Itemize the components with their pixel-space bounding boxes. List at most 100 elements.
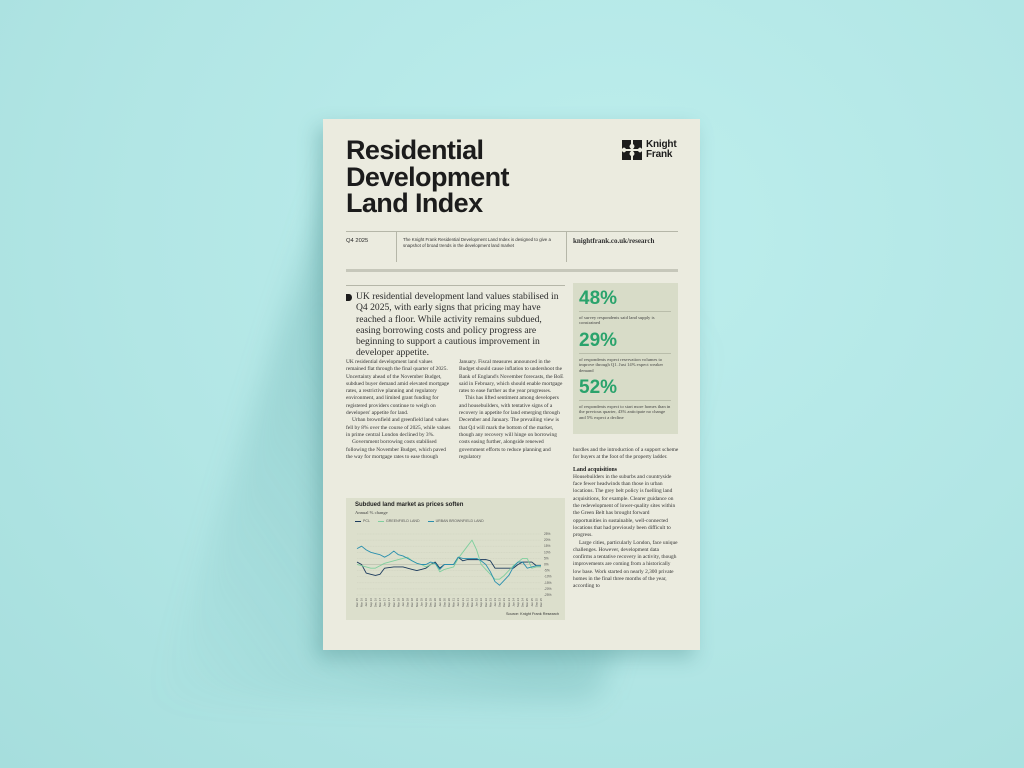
body-column-2: January. Fiscal measures announced in th… (459, 359, 566, 461)
x-tick-label: Sep 20 (442, 598, 446, 608)
index-description: The Knight Frank Residential Development… (403, 237, 551, 248)
paragraph: This has lifted sentiment among develope… (459, 395, 560, 460)
stats-panel: 48% of survey respondents said land supp… (573, 283, 678, 434)
y-tick-label: -15% (544, 581, 552, 585)
legend-item: URBAN BROWNFIELD LAND (427, 519, 484, 523)
research-url[interactable]: knightfrank.co.uk/research (573, 237, 655, 245)
x-tick-label: Sep 18 (406, 598, 410, 608)
x-tick-label: Dec 15 (355, 598, 359, 608)
x-tick-label: Jun 25 (530, 598, 534, 607)
knight-frank-logo-icon (622, 140, 642, 160)
x-tick-label: Mar 21 (452, 598, 456, 607)
stat-text: of survey respondents said land supply i… (579, 315, 655, 326)
y-tick-label: -10% (544, 575, 552, 579)
paragraph: January. Fiscal measures announced in th… (459, 359, 564, 395)
body-column-1: UK residential development land values r… (346, 359, 453, 461)
x-tick-label: Mar 25 (525, 598, 529, 607)
x-tick-label: Jun 18 (401, 598, 405, 607)
x-tick-label: Mar 19 (415, 598, 419, 607)
chart-subtitle: Annual % change (355, 510, 388, 515)
header-rule (346, 231, 678, 232)
y-tick-label: 0% (544, 563, 549, 567)
x-tick-label: Sep 24 (516, 598, 520, 608)
chart-panel: Subdued land market as prices soften Ann… (346, 498, 565, 620)
x-tick-label: Dec 23 (502, 598, 506, 608)
series-line-urban-brownfield-land (356, 545, 541, 586)
x-tick-label: Dec 21 (465, 598, 469, 608)
lead-rule (346, 285, 565, 286)
x-tick-label: Dec 19 (429, 598, 433, 608)
x-tick-label: Sep 17 (387, 598, 391, 608)
x-tick-label: Mar 23 (488, 598, 492, 607)
period-label: Q4 2025 (346, 238, 369, 244)
lead-paragraph: UK residential development land values s… (356, 291, 559, 359)
x-tick-label: Dec 17 (392, 598, 396, 608)
knight-frank-logo: Knight Frank (622, 139, 677, 160)
x-tick-label: Sep 16 (369, 598, 373, 608)
body-column-3: hurdles and the introduction of a suppor… (573, 447, 679, 591)
x-tick-label: Mar 18 (396, 598, 400, 607)
x-tick-label: Jun 17 (383, 598, 387, 607)
x-tick-label: Jun 21 (456, 598, 460, 607)
logo-text: Knight Frank (646, 139, 677, 160)
stat-item: 48% of survey respondents said land supp… (579, 289, 671, 326)
y-tick-label: 10% (544, 550, 551, 554)
series-line-greenfield-land (356, 539, 541, 580)
x-tick-label: Jun 20 (438, 598, 442, 607)
x-tick-label: Mar 17 (378, 598, 382, 607)
x-tick-label: Mar 16 (360, 598, 364, 607)
stat-value: 48% (579, 288, 618, 309)
x-tick-label: Dec 20 (447, 598, 451, 608)
x-tick-label: Dec 16 (373, 598, 377, 608)
stat-item: 29% of respondents expect reservation vo… (579, 331, 671, 373)
x-tick-label: Dec 22 (484, 598, 488, 608)
x-tick-label: Mar 20 (433, 598, 437, 607)
x-tick-label: Sep 22 (479, 598, 483, 608)
x-tick-label: Jun 24 (511, 598, 515, 607)
header-divider (396, 231, 397, 262)
y-tick-label: 5% (544, 556, 549, 560)
x-tick-label: Mar 22 (470, 598, 474, 607)
paragraph: Urban brownfield and greenfield land val… (346, 417, 451, 438)
section-heading: Land acquisitions (573, 466, 617, 473)
stat-value: 52% (579, 377, 618, 398)
document-page: Residential Development Land Index Knigh… (323, 119, 700, 650)
x-tick-label: Sep 21 (461, 598, 465, 608)
chart-legend: PCL GREENFIELD LAND URBAN BROWNFIELD LAN… (355, 519, 484, 523)
y-tick-label: 20% (544, 538, 551, 542)
x-tick-label: Jun 23 (493, 598, 497, 607)
paragraph: Large cities, particularly London, face … (573, 539, 678, 590)
section-bar (346, 269, 678, 272)
y-tick-label: -25% (544, 593, 552, 597)
stat-text: of respondents expect to start more home… (579, 404, 671, 420)
line-chart: 25% 20% 15% 10% 5% 0% -5% -10% -15% -20% -25% Dec 1… (355, 532, 552, 608)
stat-text: of respondents expect reservation volume… (579, 357, 664, 373)
header-divider (566, 231, 567, 262)
x-tick-label: Jun 16 (364, 598, 368, 607)
document-title: Residential Development Land Index (346, 135, 510, 218)
legend-item: PCL (355, 519, 370, 523)
x-tick-label: Dec 18 (410, 598, 414, 608)
stat-value: 29% (579, 330, 618, 351)
chart-title: Subdued land market as prices soften (355, 502, 464, 508)
x-tick-label: Sep 23 (498, 598, 502, 608)
x-tick-label: Sep 19 (424, 598, 428, 608)
x-tick-label: Mar 24 (507, 598, 511, 607)
stat-item: 52% of respondents expect to start more … (579, 378, 671, 420)
chart-source: Source: Knight Frank Research (506, 612, 559, 616)
bullet-icon (346, 294, 352, 301)
paragraph: hurdles and the introduction of a suppor… (573, 447, 679, 461)
x-tick-label: Dec 25 (539, 598, 543, 608)
y-tick-label: -20% (544, 587, 552, 591)
x-tick-label: Jun 19 (419, 598, 423, 607)
y-tick-label: -5% (544, 569, 550, 573)
paragraph: Government borrowing costs stabilised fo… (346, 439, 447, 460)
paragraph: UK residential development land values r… (346, 359, 450, 417)
y-tick-label: 15% (544, 544, 551, 548)
x-tick-label: Jun 22 (475, 598, 479, 607)
x-tick-label: Dec 24 (521, 598, 525, 608)
paragraph: Housebuilders in the suburbs and country… (573, 473, 676, 539)
legend-item: GREENFIELD LAND (378, 519, 420, 523)
x-tick-label: Sep 25 (534, 598, 538, 608)
y-tick-label: 25% (544, 532, 551, 536)
